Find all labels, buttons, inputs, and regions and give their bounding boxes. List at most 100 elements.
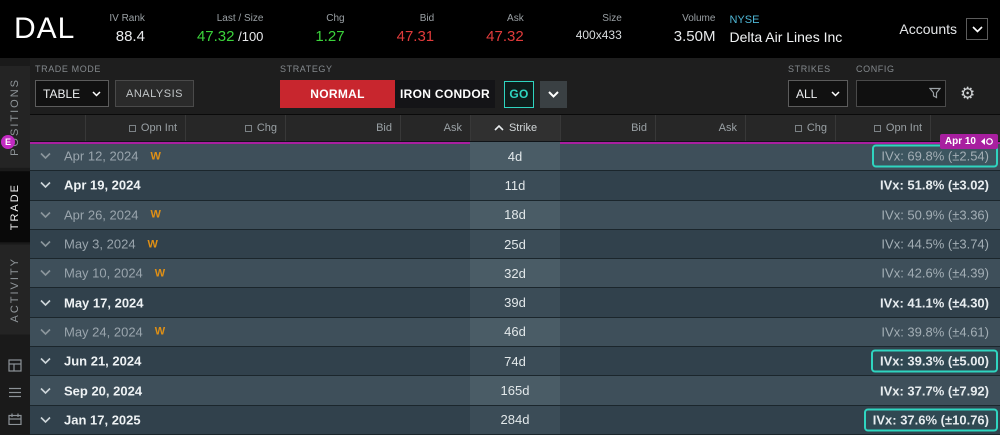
sidebar-tab-activity[interactable]: ACTIVITY bbox=[0, 245, 30, 335]
settings-gear-icon[interactable]: ⚙ bbox=[960, 84, 976, 103]
field-value: 88.4 bbox=[115, 28, 145, 45]
ivx-value: IVx: 37.6% (±10.76) bbox=[863, 408, 998, 432]
calendar-icon[interactable] bbox=[8, 413, 22, 425]
quote-field-last-size: Last / Size 47.32 /100 bbox=[197, 13, 263, 45]
column-options-icon bbox=[873, 124, 881, 132]
expiration-row[interactable]: Apr 26, 2024 W 18d IVx: 50.9% (±3.36) bbox=[30, 200, 1000, 230]
ivx-value: IVx: 42.6% (±4.39) bbox=[881, 265, 989, 281]
field-label: IV Rank bbox=[109, 13, 145, 24]
dte-cell: 32d bbox=[470, 259, 560, 288]
expand-chevron-icon[interactable] bbox=[40, 328, 51, 336]
expand-chevron-icon[interactable] bbox=[40, 270, 51, 277]
expiration-label: May 10, 2024 W bbox=[64, 266, 165, 281]
normal-strategy-button[interactable]: NORMAL bbox=[280, 80, 395, 108]
expiration-label: Jan 17, 2025 bbox=[64, 412, 141, 427]
filter-funnel-icon[interactable] bbox=[929, 87, 941, 99]
sidebar-bottom-icons bbox=[0, 359, 30, 435]
dte-cell: 74d bbox=[470, 347, 560, 376]
column-header-label: Bid bbox=[631, 122, 647, 134]
exchange-block: NYSE Delta Air Lines Inc bbox=[729, 14, 842, 45]
trade-mode-select[interactable]: TABLE bbox=[35, 80, 109, 107]
field-label: Size bbox=[602, 13, 622, 24]
dte-cell: 25d bbox=[470, 229, 560, 259]
weekly-badge: W bbox=[150, 208, 161, 221]
sidebar-tab-trade[interactable]: TRADE bbox=[0, 170, 30, 243]
accounts-chevron-icon[interactable] bbox=[966, 18, 988, 40]
dte-cell: 39d bbox=[470, 288, 560, 317]
quote-fields: IV Rank 88.4 Last / Size 47.32 /100 Chg 1.27 B… bbox=[109, 13, 715, 45]
expand-chevron-icon[interactable] bbox=[40, 211, 51, 218]
column-header-opn-int[interactable]: Opn Int bbox=[835, 115, 930, 141]
expand-chevron-icon[interactable] bbox=[40, 240, 51, 248]
column-options-icon bbox=[244, 124, 252, 132]
field-value: 3.50M bbox=[673, 28, 716, 45]
ivx-value: IVx: 50.9% (±3.36) bbox=[881, 207, 989, 223]
expiration-row[interactable]: Apr 12, 2024 W 4d IVx: 69.8% (±2.54) bbox=[30, 142, 1000, 172]
strikes-select[interactable]: ALL bbox=[788, 80, 848, 107]
expiration-label: May 3, 2024 W bbox=[64, 237, 158, 252]
expiration-row[interactable]: Jan 17, 2025 284d IVx: 37.6% (±10.76) bbox=[30, 405, 1000, 435]
expiration-label: May 24, 2024 W bbox=[64, 324, 165, 339]
accounts-menu[interactable]: Accounts bbox=[899, 18, 1000, 40]
earnings-timing-icon bbox=[980, 137, 993, 146]
expiration-row[interactable]: Sep 20, 2024 165d IVx: 37.7% (±7.92) bbox=[30, 376, 1000, 406]
column-header-label: Bid bbox=[376, 122, 392, 134]
strikes-select-value: ALL bbox=[796, 86, 818, 101]
trade-mode-select-value: TABLE bbox=[43, 86, 81, 101]
column-header-ask[interactable]: Ask bbox=[655, 115, 745, 141]
expand-chevron-icon[interactable] bbox=[40, 358, 51, 365]
option-chain-header: Opn Int Chg Bid Ask Strike Bid Ask Chg Opn Int bbox=[30, 115, 1000, 142]
column-options-icon bbox=[794, 124, 802, 132]
column-header-chg[interactable]: Chg bbox=[745, 115, 835, 141]
expiration-date: May 17, 2024 bbox=[64, 295, 144, 311]
expiration-row[interactable]: May 24, 2024 W 46d IVx: 39.8% (±4.61) bbox=[30, 317, 1000, 348]
expand-chevron-icon[interactable] bbox=[40, 387, 51, 394]
grid-icon[interactable] bbox=[8, 359, 22, 372]
trade-mode-label: TRADE MODE bbox=[35, 64, 102, 74]
column-header-chg[interactable]: Chg bbox=[185, 115, 285, 141]
expiration-date: Jun 21, 2024 bbox=[64, 353, 142, 369]
ivx-value: IVx: 44.5% (±3.74) bbox=[881, 236, 989, 252]
expand-chevron-icon[interactable] bbox=[40, 299, 51, 306]
quote-field-chg: Chg 1.27 bbox=[315, 13, 344, 45]
column-header-label: Ask bbox=[718, 122, 737, 134]
expiration-row[interactable]: May 17, 2024 39d IVx: 41.1% (±4.30) bbox=[30, 288, 1000, 318]
column-header-label: Chg bbox=[256, 122, 277, 134]
go-button[interactable]: GO bbox=[504, 80, 534, 108]
field-value: 47.32 bbox=[486, 28, 524, 45]
column-header-label: Chg bbox=[806, 122, 827, 134]
expiration-date: May 3, 2024 bbox=[64, 236, 136, 252]
list-icon[interactable] bbox=[8, 387, 22, 398]
field-label: Last / Size bbox=[216, 13, 264, 24]
sidebar: POSITIONS TRADE ACTIVITY bbox=[0, 58, 30, 435]
expiration-label: May 17, 2024 bbox=[64, 295, 144, 310]
column-header-ask[interactable]: Ask bbox=[400, 115, 470, 141]
expand-chevron-icon[interactable] bbox=[40, 416, 51, 423]
strategy-dropdown-button[interactable] bbox=[540, 80, 567, 108]
expand-chevron-icon[interactable] bbox=[40, 153, 51, 160]
expiration-date: Apr 19, 2024 bbox=[64, 177, 141, 193]
column-header-label: Opn Int bbox=[885, 122, 922, 134]
column-header-strike[interactable]: Strike bbox=[470, 115, 560, 141]
expiration-row[interactable]: May 3, 2024 W 25d IVx: 44.5% (±3.74) bbox=[30, 229, 1000, 260]
expand-chevron-icon[interactable] bbox=[40, 182, 51, 189]
expiration-row[interactable]: Apr 19, 2024 11d IVx: 51.8% (±3.02) bbox=[30, 171, 1000, 201]
analysis-button[interactable]: ANALYSIS bbox=[115, 80, 194, 107]
dte-cell: 11d bbox=[470, 171, 560, 200]
column-header-bid[interactable]: Bid bbox=[285, 115, 400, 141]
strikes-group: STRIKES ALL bbox=[788, 64, 848, 107]
config-input[interactable] bbox=[856, 80, 946, 107]
expiration-label: Sep 20, 2024 bbox=[64, 383, 142, 398]
sidebar-tab-positions[interactable]: POSITIONS bbox=[0, 66, 30, 168]
expiration-date: Sep 20, 2024 bbox=[64, 383, 143, 399]
quote-header: DAL IV Rank 88.4 Last / Size 47.32 /100 Chg 1… bbox=[0, 0, 1000, 58]
earnings-marker-badge: E bbox=[1, 135, 15, 149]
field-value: 1.27 bbox=[315, 28, 345, 45]
config-label: CONFIG bbox=[856, 64, 895, 74]
expiration-row[interactable]: Jun 21, 2024 74d IVx: 39.3% (±5.00) bbox=[30, 347, 1000, 377]
expiration-label: Apr 26, 2024 W bbox=[64, 207, 161, 222]
column-header-bid[interactable]: Bid bbox=[560, 115, 655, 141]
column-header-opn-int[interactable]: Opn Int bbox=[85, 115, 185, 141]
iron-condor-button[interactable]: IRON CONDOR bbox=[395, 80, 495, 108]
expiration-row[interactable]: May 10, 2024 W 32d IVx: 42.6% (±4.39) bbox=[30, 259, 1000, 289]
